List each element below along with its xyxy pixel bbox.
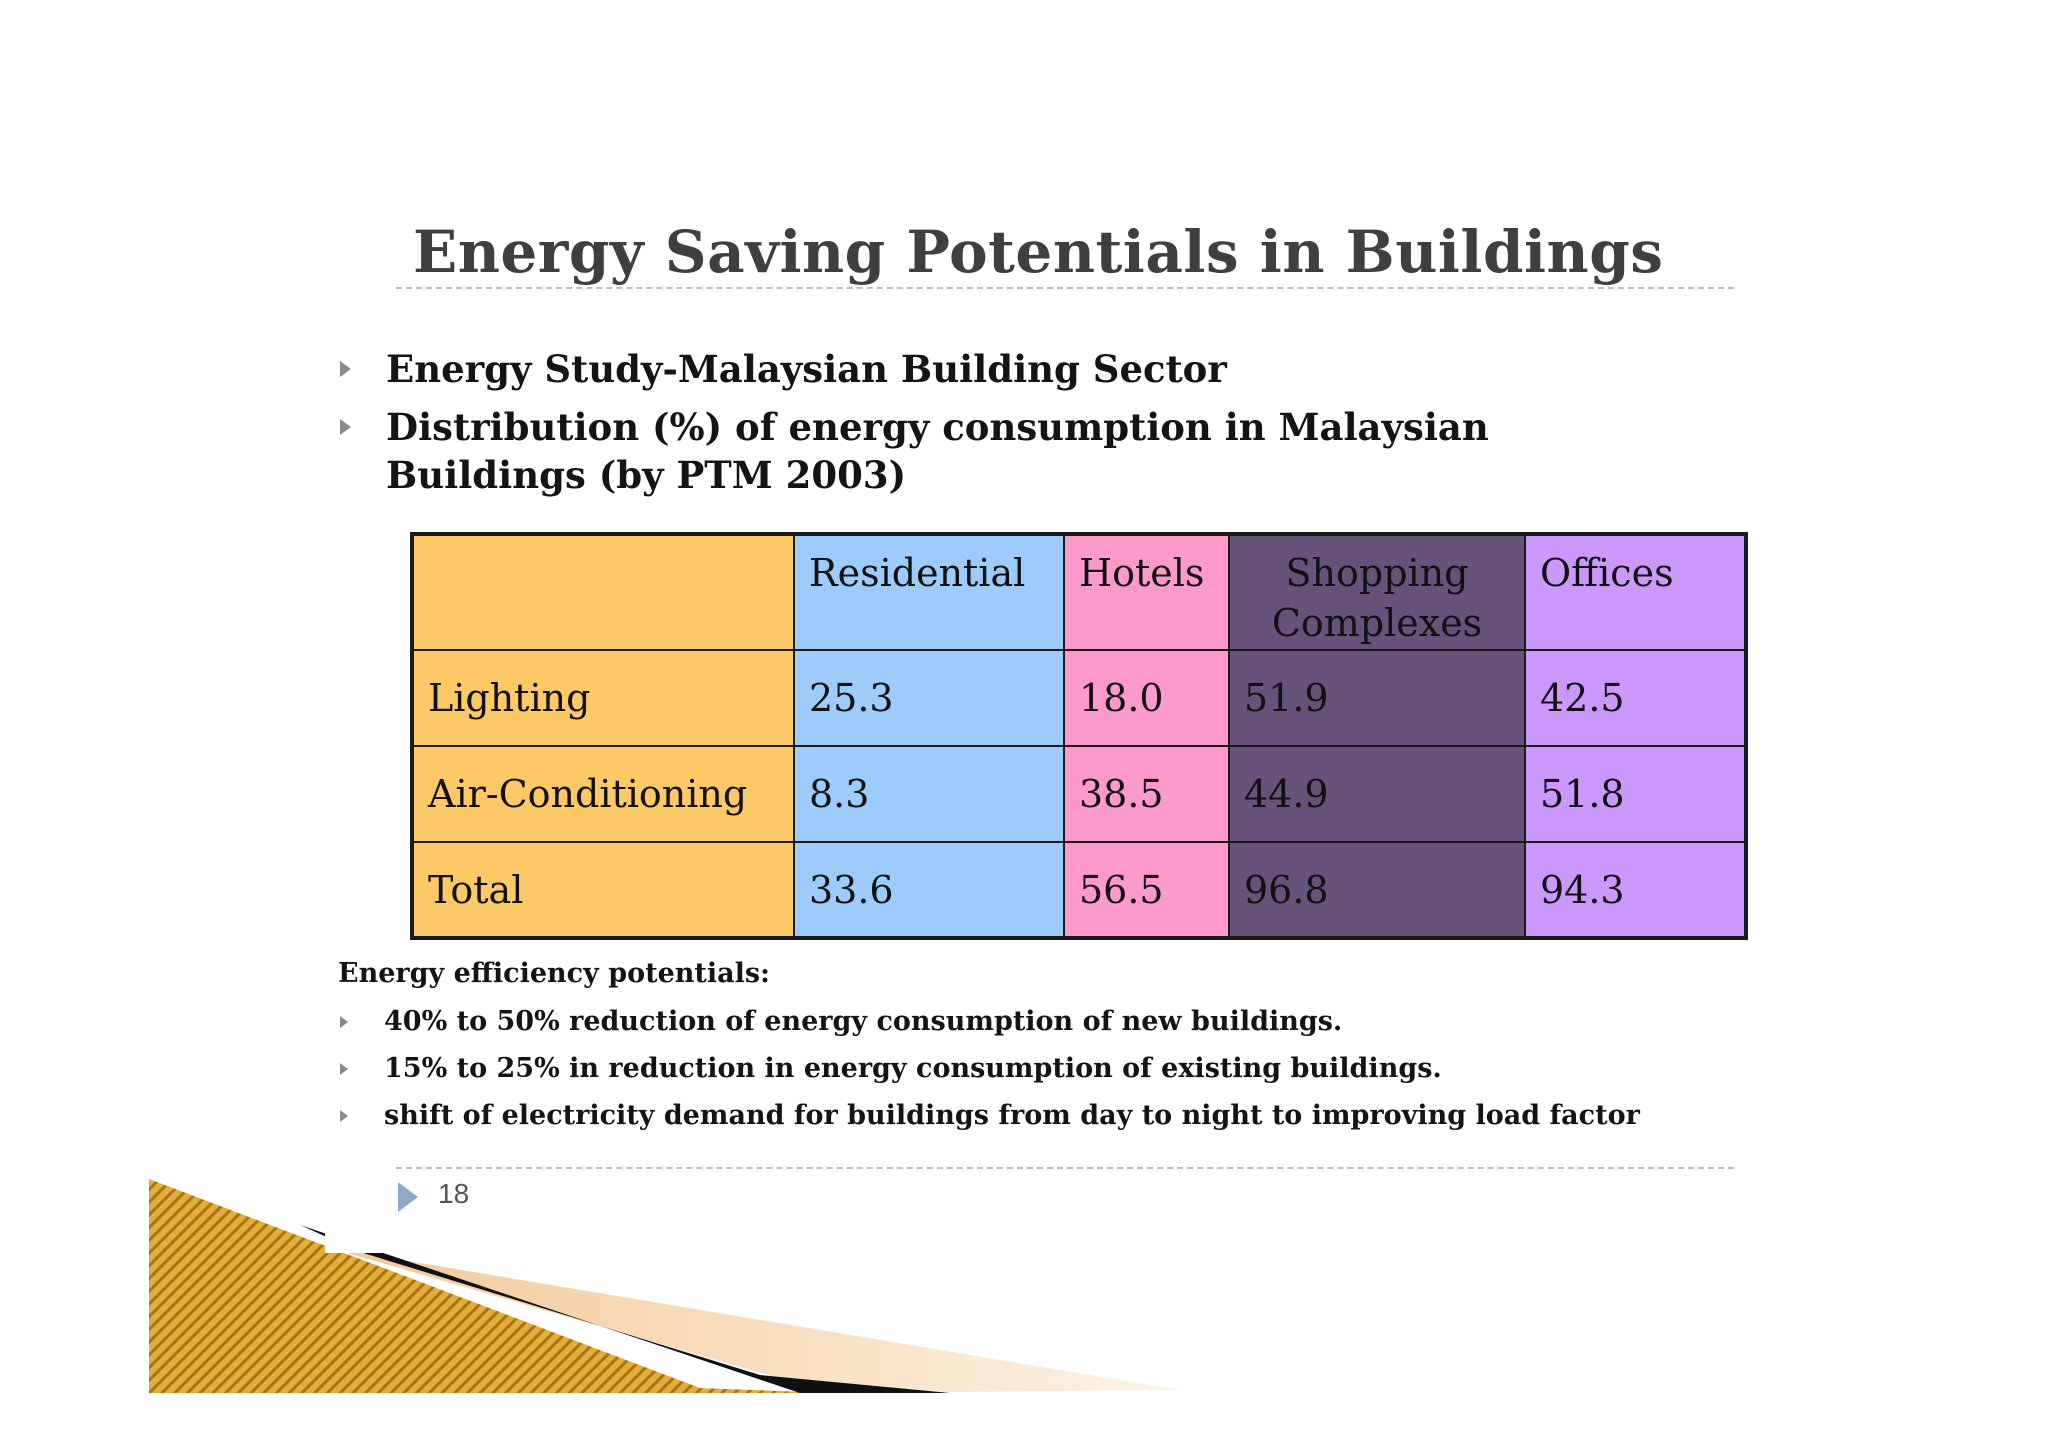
list-item-text: 15% to 25% in reduction in energy consum… [384, 1053, 1442, 1084]
table-cell: 94.3 [1524, 841, 1747, 939]
efficiency-heading: Energy efficiency potentials: [338, 958, 771, 989]
footer-divider [396, 1167, 1734, 1169]
page-number: 18 [438, 1178, 470, 1209]
table-row: Lighting 25.3 18.0 51.9 42.5 [411, 649, 1747, 747]
list-item-text: 40% to 50% reduction of energy consumpti… [384, 1006, 1343, 1037]
triangle-bullet-icon [340, 361, 351, 377]
table-cell: 18.0 [1063, 649, 1230, 747]
table-cell: 25.3 [793, 649, 1065, 747]
deco-peach-band [330, 1248, 1180, 1393]
list-item: 40% to 50% reduction of energy consumpti… [338, 1004, 1738, 1051]
header-cell-hotels: Hotels [1063, 533, 1230, 651]
table-cell: 96.8 [1228, 841, 1526, 939]
triangle-page-icon [398, 1182, 418, 1212]
bullet-item: Energy Study-Malaysian Building Sector [340, 345, 1640, 393]
efficiency-list: 40% to 50% reduction of energy consumpti… [338, 1004, 1738, 1145]
bullet-text: Distribution (%) of energy consumption i… [386, 405, 1489, 497]
table-cell: 44.9 [1228, 745, 1526, 843]
table-cell: 56.5 [1063, 841, 1230, 939]
row-label: Lighting [411, 649, 795, 747]
triangle-bullet-icon [340, 1110, 348, 1122]
slide-title: Energy Saving Potentials in Buildings [413, 218, 1664, 286]
table-cell: 51.9 [1228, 649, 1526, 747]
triangle-bullet-icon [340, 419, 351, 435]
table-row: Air-Conditioning 8.3 38.5 44.9 51.8 [411, 745, 1747, 843]
triangle-bullet-icon [340, 1063, 348, 1075]
table-cell: 33.6 [793, 841, 1065, 939]
table-header-row: Residential Hotels Shopping Complexes Of… [411, 533, 1747, 651]
row-label: Total [411, 841, 795, 939]
header-cell-shopping-complexes: Shopping Complexes [1228, 533, 1526, 651]
energy-distribution-table: Residential Hotels Shopping Complexes Of… [410, 532, 1748, 940]
deco-gold-band [149, 1179, 830, 1393]
table-cell: 38.5 [1063, 745, 1230, 843]
list-item: 15% to 25% in reduction in energy consum… [338, 1051, 1738, 1098]
table-row: Total 33.6 56.5 96.8 94.3 [411, 841, 1747, 939]
table-cell: 8.3 [793, 745, 1065, 843]
header-cell-empty [411, 533, 795, 651]
header-cell-residential: Residential [793, 533, 1065, 651]
triangle-bullet-icon [340, 1016, 348, 1028]
table-cell: 42.5 [1524, 649, 1747, 747]
deco-white-cover [325, 1180, 745, 1253]
bullet-item: Distribution (%) of energy consumption i… [340, 403, 1640, 499]
header-cell-offices: Offices [1524, 533, 1747, 651]
list-item-text: shift of electricity demand for building… [384, 1100, 1640, 1131]
bullet-text: Energy Study-Malaysian Building Sector [386, 347, 1227, 391]
table-cell: 51.8 [1524, 745, 1747, 843]
list-item: shift of electricity demand for building… [338, 1098, 1738, 1145]
row-label: Air-Conditioning [411, 745, 795, 843]
intro-bullet-list: Energy Study-Malaysian Building Sector D… [340, 345, 1640, 509]
title-divider [396, 287, 1734, 289]
